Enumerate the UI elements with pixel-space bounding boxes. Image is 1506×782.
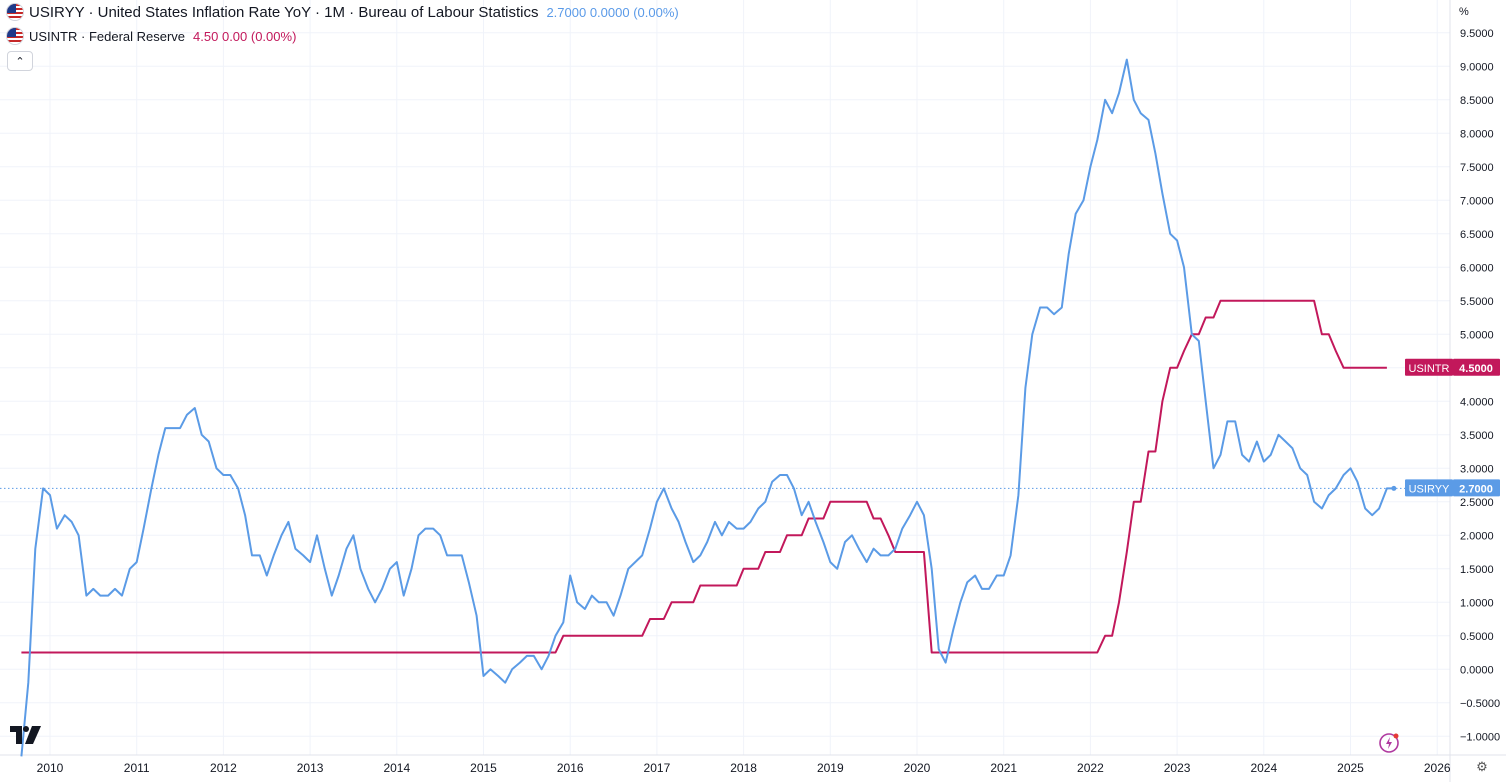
us-flag-icon [6,3,24,21]
y-tick-label: 0.0000 [1460,664,1494,676]
y-tick-label: 2.5000 [1460,497,1494,509]
x-tick-label: 2017 [644,761,671,775]
y-tick-label: 2.0000 [1460,530,1494,542]
y-tick-label: 4.0000 [1460,396,1494,408]
x-tick-label: 2024 [1250,761,1277,775]
y-tick-label: 3.0000 [1460,463,1494,475]
x-tick-label: 2013 [297,761,324,775]
x-tick-label: 2016 [557,761,584,775]
x-tick-label: 2026 [1424,761,1451,775]
price-label-value-bg [1453,479,1500,497]
legend-usintr[interactable]: USINTR · Federal Reserve 4.50 0.00 (0.00… [6,27,296,45]
x-tick-label: 2011 [124,761,150,775]
x-tick-label: 2023 [1164,761,1191,775]
price-label-name-bg [1405,358,1453,376]
x-tick-label: 2012 [210,761,237,775]
gear-icon[interactable]: ⚙ [1476,759,1488,774]
y-tick-label: 9.5000 [1460,28,1494,40]
y-tick-label: 7.0000 [1460,195,1494,207]
unit-label: % [1459,6,1469,18]
price-label-value-bg [1453,358,1500,376]
legend-usintr-symbol: USINTR · Federal Reserve [29,28,186,44]
series-last-point [1391,485,1397,491]
x-tick-label: 2020 [904,761,931,775]
x-tick-label: 2019 [817,761,844,775]
y-tick-label: −0.5000 [1460,698,1500,710]
series-line-usiryy [20,58,1394,757]
tradingview-logo-icon[interactable] [10,726,42,744]
y-tick-label: 6.0000 [1460,262,1494,274]
price-label-value: 4.5000 [1459,363,1493,375]
x-tick-label: 2022 [1077,761,1104,775]
y-tick-label: 9.0000 [1460,61,1494,73]
x-tick-label: 2021 [990,761,1017,775]
x-tick-label: 2018 [730,761,757,775]
us-flag-icon [6,27,24,45]
legend-usiryy-symbol: USIRYY · United States Inflation Rate Yo… [29,3,539,21]
snapshot-icon[interactable] [1378,732,1400,754]
y-tick-label: 8.0000 [1460,128,1494,140]
x-tick-label: 2025 [1337,761,1364,775]
y-tick-label: 1.5000 [1460,564,1494,576]
x-tick-label: 2010 [37,761,64,775]
legend-usiryy[interactable]: USIRYY · United States Inflation Rate Yo… [6,3,679,21]
price-label-value: 2.7000 [1459,483,1493,495]
legend-usintr-values: 4.50 0.00 (0.00%) [193,28,297,44]
x-tick-label: 2014 [383,761,410,775]
price-label-name-bg [1405,479,1453,497]
x-tick-label: 2015 [470,761,497,775]
price-label-name: USINTR [1409,363,1450,375]
y-tick-label: 3.5000 [1460,430,1494,442]
y-tick-label: 5.5000 [1460,296,1494,308]
price-label-name: USIRYY [1409,483,1450,495]
y-tick-label: 5.0000 [1460,329,1494,341]
series-line-usintr [21,299,1387,654]
y-tick-label: 7.5000 [1460,162,1494,174]
y-tick-label: −1.0000 [1460,731,1500,743]
y-tick-label: 0.5000 [1460,631,1494,643]
y-tick-label: 6.5000 [1460,229,1494,241]
collapse-legend-button[interactable]: ⌃ [7,51,33,71]
y-tick-label: 8.5000 [1460,95,1494,107]
legend-usiryy-values: 2.7000 0.0000 (0.00%) [546,4,679,20]
y-tick-label: 1.0000 [1460,597,1494,609]
